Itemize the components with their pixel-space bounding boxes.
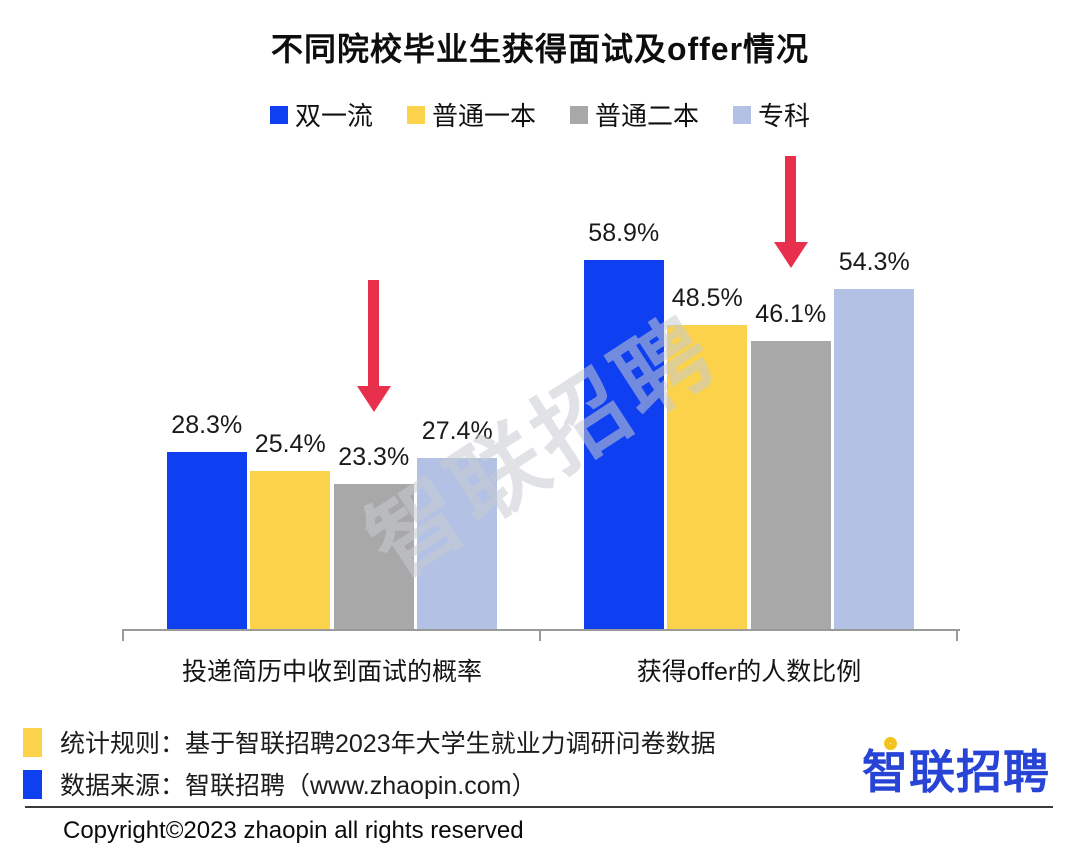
x-axis-line [122,629,960,631]
arrow-shaft [368,279,380,386]
zhaopin-logo: 智联招聘 [862,746,1050,798]
legend-item: 普通二本 [570,96,699,133]
arrow-head [773,242,808,269]
bar [166,452,247,630]
bar-column: 46.1% [749,299,833,630]
footnote-text: 统计规则：基于智联招聘2023年大学生就业力调研问卷数据 [60,730,716,758]
footnote-data-source: 数据来源：智联招聘（www.zhaopin.com） [23,766,536,802]
bar-value-label: 23.3% [338,442,410,471]
bar-value-label: 46.1% [755,299,827,328]
bar [667,325,748,630]
legend-label: 双一流 [294,101,373,131]
bar-column: 54.3% [833,248,917,630]
legend-swatch-icon [269,105,288,124]
legend-label: 普通二本 [595,101,700,131]
bar-value-label: 25.4% [254,429,326,458]
arrow-head [356,385,391,412]
footer-divider [25,806,1053,808]
bar-group: 28.3% 25.4% 23.3% 27.4% [165,210,499,630]
bar-value-label: 58.9% [588,219,660,248]
blue-swatch-icon [23,769,42,799]
bar-value-label: 54.3% [838,248,910,276]
category-label-offer: 获得offer的人数比例 [636,658,862,686]
bar-column: 48.5% [666,284,750,630]
chart-title: 不同院校毕业生获得面试及offer情况 [270,31,810,67]
copyright-text: Copyright©2023 zhaopin all rights reserv… [63,817,524,844]
bar-value-label: 48.5% [671,284,743,313]
bar-value-label: 27.4% [421,416,493,445]
bar-chart-plot: 28.3% 25.4% 23.3% 27.4% 58.9% 48.5% 46.1% 54.3% [122,210,958,630]
legend: 双一流 普通一本 普通二本 专科 [0,96,1080,133]
footnote-stat-rule: 统计规则：基于智联招聘2023年大学生就业力调研问卷数据 [23,724,716,760]
bar-column: 25.4% [249,429,333,630]
legend-swatch-icon [570,105,588,124]
category-label-interview: 投递简历中收到面试的概率 [181,658,482,686]
x-axis-tick [956,629,958,641]
bar-value-label: 28.3% [171,411,243,440]
bar [834,289,915,630]
zhaopin-logo-dot-icon [884,737,897,750]
x-axis-tick [539,629,541,641]
arrow-shaft [785,156,797,243]
legend-item: 普通一本 [406,96,536,133]
bar-column: 28.3% [165,411,249,630]
bar [417,457,498,630]
bar [750,340,831,630]
bar [250,470,331,630]
bar-column: 58.9% [582,219,666,630]
legend-label: 专科 [758,101,811,131]
legend-item: 专科 [733,96,810,133]
legend-swatch-icon [406,105,425,124]
yellow-swatch-icon [23,727,42,757]
bar-group: 58.9% 48.5% 46.1% 54.3% [582,210,916,630]
bar-column: 27.4% [416,417,500,630]
x-axis-tick [122,629,124,641]
bar [333,483,414,630]
legend-swatch-icon [733,105,752,124]
bar-column: 23.3% [332,443,416,630]
legend-label: 普通一本 [431,101,536,131]
footnote-text: 数据来源：智联招聘（www.zhaopin.com） [60,772,537,800]
red-down-arrow-icon [773,156,808,269]
red-down-arrow-icon [356,279,391,412]
legend-item: 双一流 [269,96,373,133]
bar [583,260,664,630]
